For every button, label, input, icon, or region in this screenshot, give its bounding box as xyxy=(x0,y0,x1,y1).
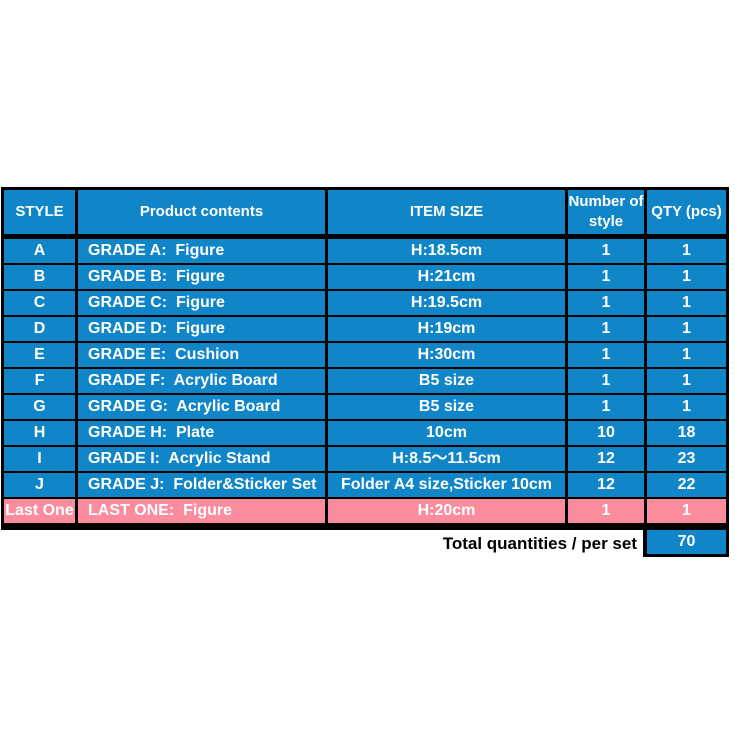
styles-count-cell: 12 xyxy=(568,447,644,471)
table-row-e: E GRADE E: Cushion H:30cm 1 1 xyxy=(4,341,726,367)
table-row-j: J GRADE J: Folder&Sticker Set Folder A4 … xyxy=(4,471,726,497)
styles-count-cell: 1 xyxy=(568,343,644,367)
header-cell-product-contents: Product contents xyxy=(78,190,325,234)
size-cell: H:21cm xyxy=(328,265,565,289)
style-cell: H xyxy=(4,421,75,445)
styles-count-cell: 1 xyxy=(568,239,644,263)
contents-cell: GRADE C: Figure xyxy=(78,291,325,315)
size-cell: H:30cm xyxy=(328,343,565,367)
contents-cell: GRADE D: Figure xyxy=(78,317,325,341)
style-cell: A xyxy=(4,239,75,263)
contents-cell: GRADE A: Figure xyxy=(78,239,325,263)
table-row-last-one: Last One LAST ONE: Figure H:20cm 1 1 xyxy=(4,497,726,523)
qty-cell: 1 xyxy=(647,265,726,289)
styles-count-cell: 1 xyxy=(568,499,644,523)
table-header-row: STYLE Product contents ITEM SIZE Number … xyxy=(4,190,726,234)
qty-cell: 1 xyxy=(647,343,726,367)
style-cell: I xyxy=(4,447,75,471)
table-row-g: G GRADE G: Acrylic Board B5 size 1 1 xyxy=(4,393,726,419)
total-qty-cell: 70 xyxy=(643,530,729,557)
table-row-h: H GRADE H: Plate 10cm 10 18 xyxy=(4,419,726,445)
contents-cell: GRADE G: Acrylic Board xyxy=(78,395,325,419)
size-cell: H:20cm xyxy=(328,499,565,523)
table-row-f: F GRADE F: Acrylic Board B5 size 1 1 xyxy=(4,367,726,393)
styles-count-cell: 1 xyxy=(568,265,644,289)
header-cell-item-size: ITEM SIZE xyxy=(328,190,565,234)
qty-cell: 1 xyxy=(647,369,726,393)
size-cell: H:18.5cm xyxy=(328,239,565,263)
styles-count-cell: 1 xyxy=(568,317,644,341)
style-cell: D xyxy=(4,317,75,341)
styles-count-cell: 1 xyxy=(568,369,644,393)
header-cell-number-of-style: Number of style xyxy=(568,190,644,234)
style-cell: F xyxy=(4,369,75,393)
table-row-a: A GRADE A: Figure H:18.5cm 1 1 xyxy=(4,234,726,263)
size-cell: H:8.5～11.5cm xyxy=(328,447,565,471)
qty-cell: 22 xyxy=(647,473,726,497)
table-row-c: C GRADE C: Figure H:19.5cm 1 1 xyxy=(4,289,726,315)
table-grid: STYLE Product contents ITEM SIZE Number … xyxy=(1,187,729,526)
table-row-d: D GRADE D: Figure H:19cm 1 1 xyxy=(4,315,726,341)
table-row-i: I GRADE I: Acrylic Stand H:8.5～11.5cm 12… xyxy=(4,445,726,471)
styles-count-cell: 12 xyxy=(568,473,644,497)
contents-cell: GRADE I: Acrylic Stand xyxy=(78,447,325,471)
qty-cell: 1 xyxy=(647,317,726,341)
contents-cell: GRADE E: Cushion xyxy=(78,343,325,367)
size-cell: H:19.5cm xyxy=(328,291,565,315)
size-cell: H:19cm xyxy=(328,317,565,341)
total-row: Total quantities / per set 70 xyxy=(1,526,729,557)
qty-cell: 1 xyxy=(647,395,726,419)
style-cell: Last One xyxy=(4,499,75,523)
size-cell: Folder A4 size,Sticker 10cm xyxy=(328,473,565,497)
header-cell-qty: QTY (pcs) xyxy=(647,190,726,234)
table-row-b: B GRADE B: Figure H:21cm 1 1 xyxy=(4,263,726,289)
style-cell: E xyxy=(4,343,75,367)
size-cell: B5 size xyxy=(328,369,565,393)
qty-cell: 1 xyxy=(647,239,726,263)
style-cell: J xyxy=(4,473,75,497)
qty-cell: 1 xyxy=(647,291,726,315)
style-cell: B xyxy=(4,265,75,289)
contents-cell: GRADE J: Folder&Sticker Set xyxy=(78,473,325,497)
contents-cell: LAST ONE: Figure xyxy=(78,499,325,523)
product-quantity-table: STYLE Product contents ITEM SIZE Number … xyxy=(1,187,729,557)
style-cell: G xyxy=(4,395,75,419)
size-cell: B5 size xyxy=(328,395,565,419)
contents-cell: GRADE B: Figure xyxy=(78,265,325,289)
styles-count-cell: 1 xyxy=(568,291,644,315)
contents-cell: GRADE H: Plate xyxy=(78,421,325,445)
styles-count-cell: 1 xyxy=(568,395,644,419)
style-cell: C xyxy=(4,291,75,315)
qty-cell: 1 xyxy=(647,499,726,523)
size-cell: 10cm xyxy=(328,421,565,445)
styles-count-cell: 10 xyxy=(568,421,644,445)
total-label: Total quantities / per set xyxy=(442,534,637,553)
qty-cell: 18 xyxy=(647,421,726,445)
qty-cell: 23 xyxy=(647,447,726,471)
header-cell-style: STYLE xyxy=(4,190,75,234)
contents-cell: GRADE F: Acrylic Board xyxy=(78,369,325,393)
